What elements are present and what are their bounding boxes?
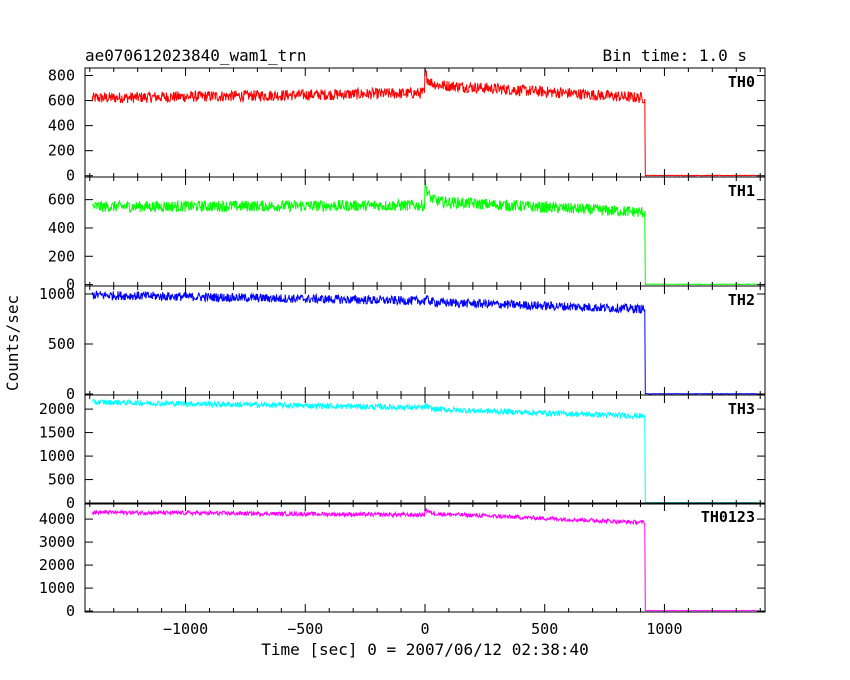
x-tick-label: 0: [420, 620, 429, 638]
y-tick-label: 500: [48, 471, 75, 489]
y-tick-label: 1000: [39, 579, 75, 597]
x-axis-label: Time [sec] 0 = 2007/06/12 02:38:40: [261, 640, 589, 659]
y-tick-label: 0: [66, 276, 75, 294]
y-tick-label: 0: [66, 494, 75, 512]
x-tick-label: −500: [287, 620, 323, 638]
x-tick-label: 1000: [646, 620, 682, 638]
y-axis-label: Counts/sec: [3, 295, 22, 391]
y-tick-label: 0: [66, 602, 75, 620]
series-line-th3: [91, 398, 758, 504]
y-tick-label: 400: [48, 117, 75, 135]
chart-title: ae070612023840_wam1_trn: [85, 46, 307, 65]
y-tick-label: 1000: [39, 285, 75, 303]
x-tick-label: 500: [531, 620, 558, 638]
panel-label-th3: TH3: [728, 400, 755, 418]
panels-group: 0 200 400 600 800 TH0 0 200 400 600 TH1 0 500 1000 TH2…: [39, 67, 766, 638]
y-tick-label: 1500: [39, 424, 75, 442]
y-tick-label: 800: [48, 67, 75, 85]
y-tick-label: 2000: [39, 556, 75, 574]
y-tick-label: 600: [48, 191, 75, 209]
panel-label-th0: TH0: [728, 73, 755, 91]
panel-label-th0123: TH0123: [701, 508, 755, 526]
panel-frame-th3: [84, 394, 766, 505]
x-tick-label: −1000: [163, 620, 208, 638]
series-line-th1: [91, 179, 758, 286]
series-line-th2: [91, 290, 759, 395]
panel-label-th2: TH2: [728, 291, 755, 309]
series-line-th0123: [91, 507, 758, 612]
bin-time-label: Bin time: 1.0 s: [603, 46, 748, 65]
y-tick-label: 3000: [39, 533, 75, 551]
panel-label-th1: TH1: [728, 182, 755, 200]
y-tick-label: 1000: [39, 447, 75, 465]
y-tick-label: 2000: [39, 400, 75, 418]
panel-frame-th0123: [84, 502, 766, 613]
y-tick-label: 200: [48, 142, 75, 160]
y-tick-label: 200: [48, 247, 75, 265]
y-tick-label: 0: [66, 385, 75, 403]
y-tick-label: 500: [48, 335, 75, 353]
y-tick-label: 4000: [39, 510, 75, 528]
series-line-th0: [91, 67, 758, 177]
y-tick-label: 600: [48, 92, 75, 110]
y-tick-label: 0: [66, 167, 75, 185]
y-tick-label: 400: [48, 219, 75, 237]
